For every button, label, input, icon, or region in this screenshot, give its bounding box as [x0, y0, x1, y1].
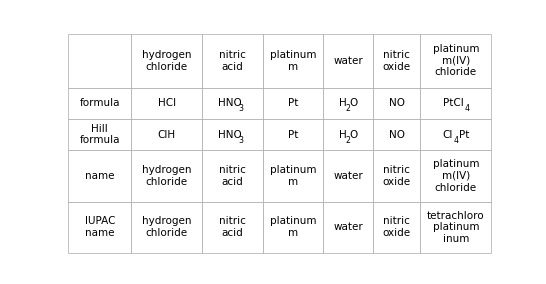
Bar: [132, 151, 202, 202]
Bar: [202, 87, 263, 119]
Bar: [420, 87, 491, 119]
Text: HCl: HCl: [158, 98, 176, 108]
Text: platinum
m(IV)
chloride: platinum m(IV) chloride: [432, 159, 479, 193]
Text: O: O: [349, 98, 357, 108]
Text: 2: 2: [346, 136, 351, 145]
Bar: [68, 119, 132, 151]
Bar: [263, 34, 323, 87]
Text: water: water: [333, 56, 363, 66]
Text: hydrogen
chloride: hydrogen chloride: [142, 165, 192, 187]
Text: 2: 2: [346, 105, 351, 113]
Bar: [420, 202, 491, 253]
Bar: [202, 151, 263, 202]
Text: NO: NO: [389, 98, 405, 108]
Text: HNO: HNO: [218, 130, 242, 140]
Bar: [132, 34, 202, 87]
Bar: [373, 119, 420, 151]
Text: hydrogen
chloride: hydrogen chloride: [142, 50, 192, 72]
Bar: [263, 151, 323, 202]
Bar: [323, 87, 373, 119]
Text: ClH: ClH: [158, 130, 176, 140]
Text: hydrogen
chloride: hydrogen chloride: [142, 216, 192, 238]
Text: H: H: [339, 98, 347, 108]
Text: tetrachloro
platinum
inum: tetrachloro platinum inum: [427, 210, 485, 244]
Text: 3: 3: [239, 105, 244, 113]
Text: Hill
formula: Hill formula: [80, 124, 120, 145]
Text: H: H: [339, 130, 347, 140]
Text: nitric
acid: nitric acid: [219, 165, 246, 187]
Bar: [323, 119, 373, 151]
Bar: [323, 34, 373, 87]
Bar: [263, 87, 323, 119]
Text: O: O: [349, 130, 357, 140]
Text: Cl: Cl: [443, 130, 453, 140]
Bar: [373, 202, 420, 253]
Text: 4: 4: [453, 136, 459, 145]
Text: water: water: [333, 222, 363, 232]
Bar: [420, 34, 491, 87]
Text: water: water: [333, 171, 363, 181]
Text: nitric
acid: nitric acid: [219, 216, 246, 238]
Bar: [263, 119, 323, 151]
Bar: [263, 202, 323, 253]
Bar: [323, 151, 373, 202]
Text: IUPAC
name: IUPAC name: [85, 216, 115, 238]
Bar: [132, 202, 202, 253]
Bar: [132, 119, 202, 151]
Text: NO: NO: [389, 130, 405, 140]
Text: 3: 3: [239, 136, 244, 145]
Bar: [68, 87, 132, 119]
Bar: [373, 34, 420, 87]
Bar: [68, 202, 132, 253]
Text: platinum
m: platinum m: [270, 165, 316, 187]
Text: HNO: HNO: [218, 98, 242, 108]
Text: nitric
acid: nitric acid: [219, 50, 246, 72]
Bar: [202, 34, 263, 87]
Text: Pt: Pt: [288, 130, 298, 140]
Text: platinum
m: platinum m: [270, 50, 316, 72]
Bar: [373, 151, 420, 202]
Text: name: name: [85, 171, 115, 181]
Text: Pt: Pt: [288, 98, 298, 108]
Text: nitric
oxide: nitric oxide: [383, 50, 411, 72]
Text: nitric
oxide: nitric oxide: [383, 165, 411, 187]
Text: platinum
m: platinum m: [270, 216, 316, 238]
Text: PtCl: PtCl: [443, 98, 464, 108]
Bar: [132, 87, 202, 119]
Bar: [68, 34, 132, 87]
Bar: [202, 202, 263, 253]
Bar: [323, 202, 373, 253]
Text: Pt: Pt: [459, 130, 469, 140]
Bar: [68, 151, 132, 202]
Text: nitric
oxide: nitric oxide: [383, 216, 411, 238]
Bar: [202, 119, 263, 151]
Bar: [420, 151, 491, 202]
Bar: [373, 87, 420, 119]
Text: formula: formula: [80, 98, 120, 108]
Text: platinum
m(IV)
chloride: platinum m(IV) chloride: [432, 44, 479, 78]
Text: 4: 4: [465, 105, 470, 113]
Bar: [420, 119, 491, 151]
